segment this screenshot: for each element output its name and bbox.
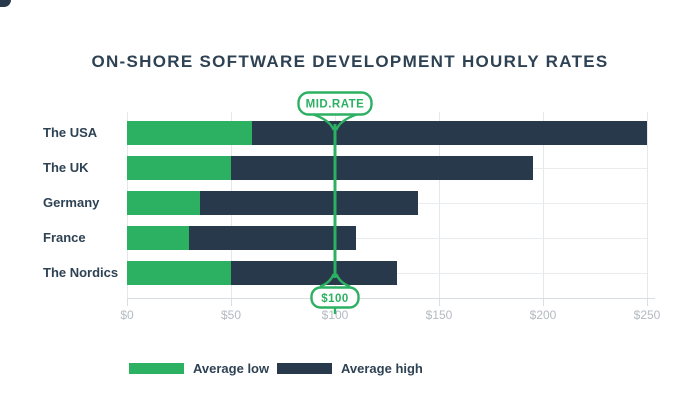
midrate-funnel-bottom-right — [335, 273, 351, 288]
x-axis-tick-label: $100 — [321, 308, 349, 322]
corner-artifact — [0, 0, 11, 7]
axis-tick-200 — [543, 298, 544, 306]
gridline-x-150 — [439, 112, 440, 298]
x-axis-tick-label: $200 — [529, 308, 557, 322]
legend-item-high: Average high — [277, 358, 423, 378]
midrate-badge — [297, 91, 373, 116]
bar-low-segment — [127, 156, 231, 180]
x-axis-tick-label: $150 — [425, 308, 453, 322]
bar-high-segment — [231, 156, 533, 180]
bar-high-segment — [189, 226, 356, 250]
x-axis-line — [127, 298, 655, 299]
category-label: Germany — [43, 195, 100, 210]
x-axis-tick-label: $250 — [633, 308, 661, 322]
bar-high-segment — [251, 121, 647, 145]
bar-low-segment — [127, 191, 200, 215]
bar-low-segment — [127, 226, 190, 250]
x-axis-tick-label: $50 — [220, 308, 242, 322]
bar-high-segment — [231, 261, 398, 285]
bar-low-segment — [127, 121, 252, 145]
legend-label-high: Average high — [341, 360, 423, 376]
midrate-badge-label: MID.RATE — [306, 99, 365, 111]
midrate-callout: MID.RATE $100 — [297, 91, 373, 314]
category-label: The UK — [43, 160, 89, 175]
category-label: France — [43, 230, 86, 245]
legend-label-low: Average low — [193, 360, 270, 376]
midrate-funnel-bottom-left — [319, 273, 335, 288]
legend-swatch-low — [129, 362, 184, 374]
legend-item-low: Average low — [129, 358, 269, 378]
category-label: The USA — [43, 125, 98, 140]
axis-tick-150 — [439, 298, 440, 306]
midrate-funnel-top-left — [311, 112, 335, 131]
midrate-funnel-top-right — [335, 112, 359, 131]
category-label: The Nordics — [43, 265, 119, 280]
bar-low-segment — [127, 261, 231, 285]
row-centerline — [127, 238, 647, 239]
x-axis-tick-label: $0 — [120, 308, 134, 322]
axis-tick-250 — [647, 298, 648, 306]
midrate-value-badge — [310, 286, 360, 309]
chart-title: ON-SHORE SOFTWARE DEVELOPMENT HOURLY RAT… — [91, 52, 609, 71]
legend: Average low Average high — [0, 358, 700, 378]
axis-tick-0 — [127, 298, 128, 306]
bar-high-segment — [199, 191, 419, 215]
gridline-x-200 — [543, 112, 544, 298]
midrate-value-label: $100 — [321, 293, 349, 305]
legend-swatch-high — [277, 362, 332, 374]
axis-tick-50 — [231, 298, 232, 306]
gridline-x-250 — [647, 112, 648, 298]
